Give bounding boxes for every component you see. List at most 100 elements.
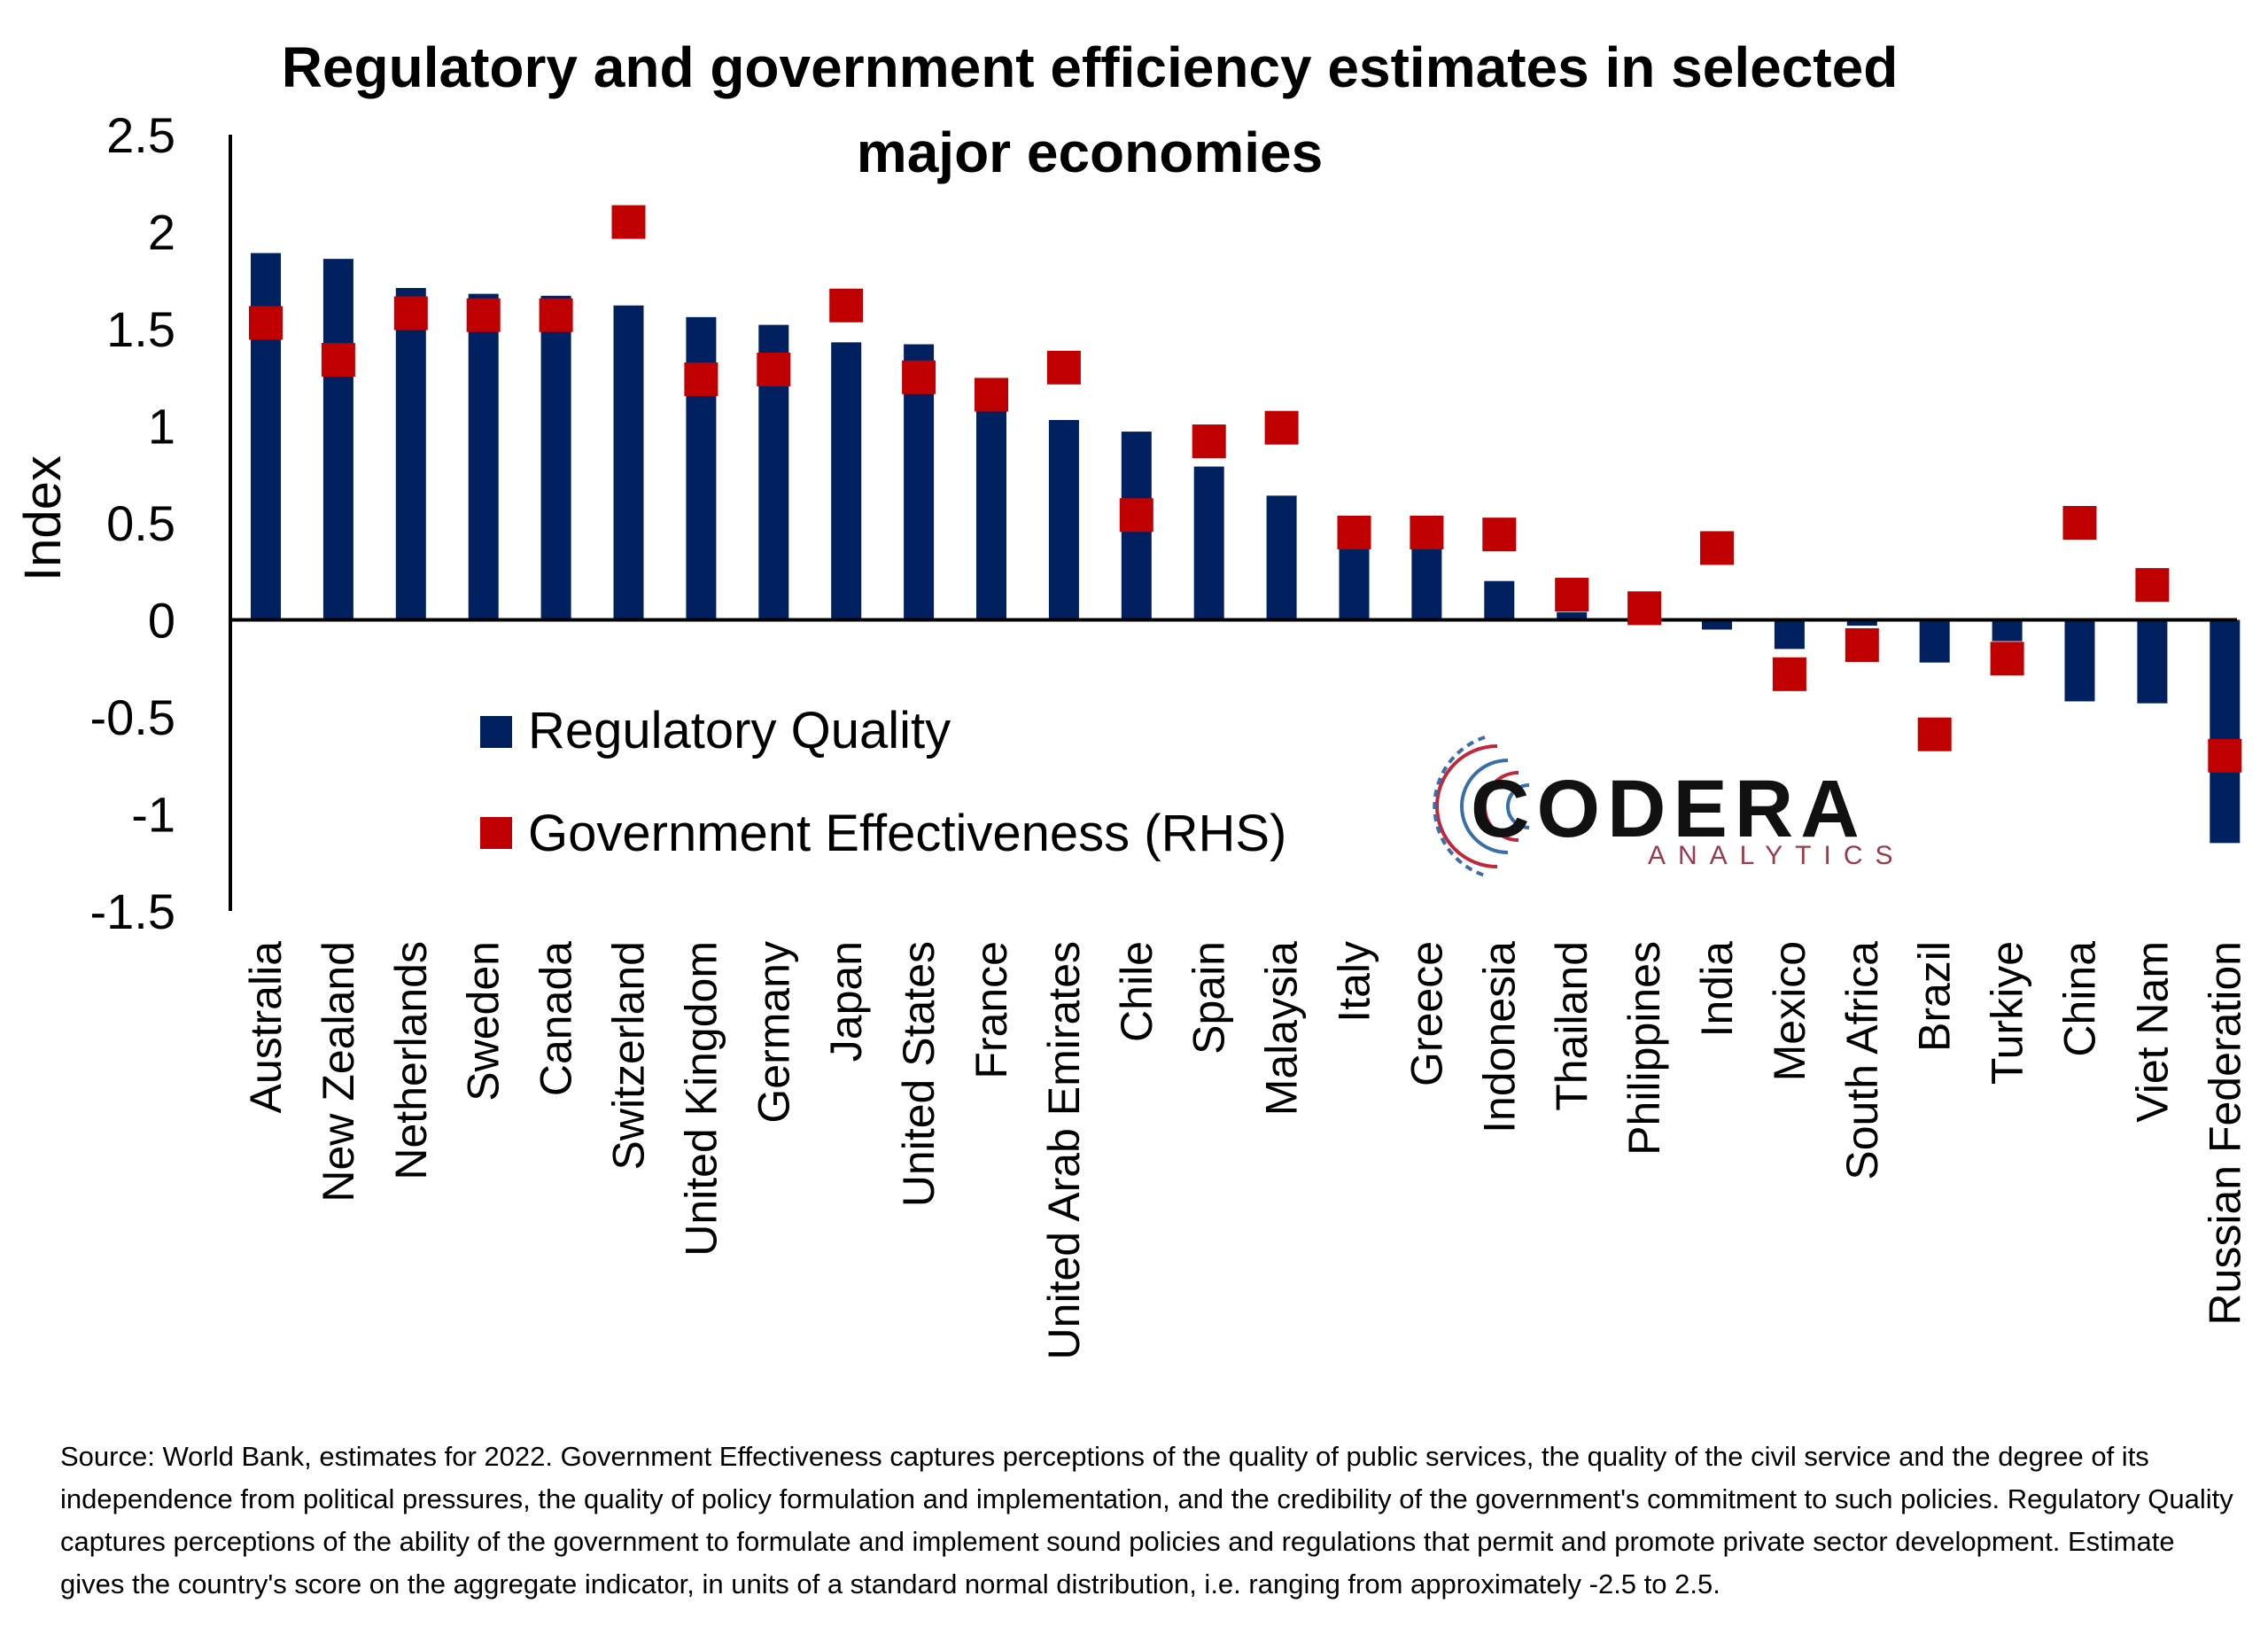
bar-regulatory-quality [1266, 495, 1297, 620]
y-tick-label: 2 [148, 205, 175, 261]
category-label: Turkiye [1983, 941, 2032, 1085]
bar-regulatory-quality [2210, 619, 2241, 844]
category-label: Mexico [1765, 941, 1814, 1081]
marker-government-effectiveness [249, 306, 283, 340]
category-label: Chile [1112, 941, 1161, 1042]
bar-regulatory-quality [468, 293, 499, 620]
y-tick-label: 0.5 [106, 495, 175, 551]
y-tick-label: -1 [131, 787, 175, 843]
bar-regulatory-quality [1484, 580, 1515, 620]
bar-regulatory-quality [1774, 619, 1805, 650]
category-label: Japan [821, 941, 871, 1062]
bar-regulatory-quality [540, 295, 571, 620]
category-label: Philippines [1619, 941, 1669, 1156]
government-effectiveness-markers [249, 205, 2242, 773]
marker-government-effectiveness [2208, 738, 2242, 773]
category-label: Australia [241, 941, 291, 1114]
legend-swatch-regulatory-quality [480, 716, 512, 748]
bar-regulatory-quality [1557, 611, 1588, 620]
category-label: Switzerland [604, 941, 654, 1170]
category-label: China [2055, 941, 2105, 1057]
bar-regulatory-quality [322, 259, 353, 620]
marker-government-effectiveness [829, 288, 864, 323]
marker-government-effectiveness [1845, 627, 1879, 662]
y-tick-label: 2.5 [106, 107, 175, 163]
regulatory-quality-bars [251, 253, 2241, 844]
y-tick-label: 1 [148, 399, 175, 455]
category-label: Viet Nam [2127, 941, 2177, 1123]
bar-regulatory-quality [1411, 544, 1442, 620]
codera-analytics-logo: CODERA ANALYTICS [1433, 735, 1906, 877]
marker-government-effectiveness [1192, 424, 1226, 459]
category-label: South Africa [1837, 941, 1887, 1180]
category-label: Italy [1330, 941, 1379, 1023]
category-label: Brazil [1910, 941, 1960, 1052]
y-tick-label: -1.5 [90, 883, 176, 939]
chart: 2.5 2 1.5 1 0.5 0 -0.5 -1 -1.5 Index Australia Ne… [14, 107, 2249, 1360]
y-tick-label: -0.5 [90, 689, 176, 745]
legend-label-government-effectiveness: Government Effectiveness (RHS) [528, 805, 1286, 862]
category-label: New Zealand [314, 941, 363, 1202]
category-label: Russian Federation [2200, 941, 2249, 1326]
marker-government-effectiveness [1627, 591, 1662, 626]
marker-government-effectiveness [321, 343, 355, 377]
bar-regulatory-quality [831, 342, 862, 620]
marker-government-effectiveness [1337, 515, 1371, 549]
bar-regulatory-quality [395, 288, 426, 620]
bar-regulatory-quality [1048, 419, 1079, 620]
marker-government-effectiveness [1482, 518, 1517, 552]
marker-government-effectiveness [975, 377, 1008, 412]
category-labels: Australia New Zealand Netherlands Sweden Can… [241, 941, 2249, 1360]
bar-regulatory-quality [1919, 619, 1950, 663]
bar-regulatory-quality [1193, 466, 1224, 620]
legend: Regulatory Quality Government Effectiven… [480, 702, 1286, 862]
marker-government-effectiveness [1410, 515, 1444, 549]
category-label: United Arab Emirates [1039, 941, 1089, 1359]
legend-label-regulatory-quality: Regulatory Quality [528, 702, 951, 759]
category-label: Canada [532, 941, 581, 1096]
marker-government-effectiveness [539, 298, 573, 332]
marker-government-effectiveness [902, 360, 936, 394]
category-label: Sweden [459, 941, 509, 1101]
logo-tagline: ANALYTICS [1648, 841, 1906, 870]
category-label: United Kingdom [676, 941, 726, 1257]
marker-government-effectiveness [466, 298, 501, 332]
marker-government-effectiveness [1990, 642, 2024, 676]
bar-regulatory-quality [976, 388, 1006, 620]
category-label: France [967, 941, 1016, 1079]
category-label: United States [894, 941, 944, 1207]
y-tick-label: 1.5 [106, 301, 175, 357]
marker-government-effectiveness [1046, 350, 1081, 385]
y-tick-label: 0 [148, 593, 175, 649]
marker-government-effectiveness [757, 352, 791, 386]
category-label: Spain [1184, 941, 1234, 1055]
y-axis-title: Index [14, 455, 72, 581]
marker-government-effectiveness [1119, 498, 1153, 533]
marker-government-effectiveness [1917, 717, 1952, 751]
bar-regulatory-quality [613, 305, 644, 620]
marker-government-effectiveness [684, 362, 718, 396]
source-note: Source: World Bank, estimates for 2022. … [60, 1441, 2233, 1599]
category-label: Malaysia [1257, 941, 1307, 1116]
category-label: Greece [1402, 941, 1451, 1086]
marker-government-effectiveness [393, 296, 428, 331]
logo-wordmark: CODERA [1471, 764, 1867, 854]
category-label: India [1692, 941, 1742, 1038]
bar-regulatory-quality [1339, 540, 1370, 620]
category-label: Germany [749, 941, 798, 1124]
bar-regulatory-quality [2137, 619, 2168, 704]
marker-government-effectiveness [1700, 531, 1734, 565]
chart-title: Regulatory and government efficiency est… [281, 35, 1899, 184]
category-label: Netherlands [386, 941, 436, 1180]
marker-government-effectiveness [611, 205, 646, 239]
codera-logo-mark [1433, 735, 1530, 877]
marker-government-effectiveness [2135, 568, 2170, 603]
marker-government-effectiveness [1264, 410, 1299, 445]
bar-regulatory-quality [1992, 619, 2023, 642]
bar-regulatory-quality [2064, 619, 2095, 702]
legend-swatch-government-effectiveness [480, 817, 512, 849]
category-label: Indonesia [1474, 941, 1524, 1133]
category-label: Thailand [1547, 941, 1596, 1111]
bar-regulatory-quality [1846, 619, 1877, 627]
y-axis-tick-labels: 2.5 2 1.5 1 0.5 0 -0.5 -1 -1.5 [90, 107, 176, 939]
